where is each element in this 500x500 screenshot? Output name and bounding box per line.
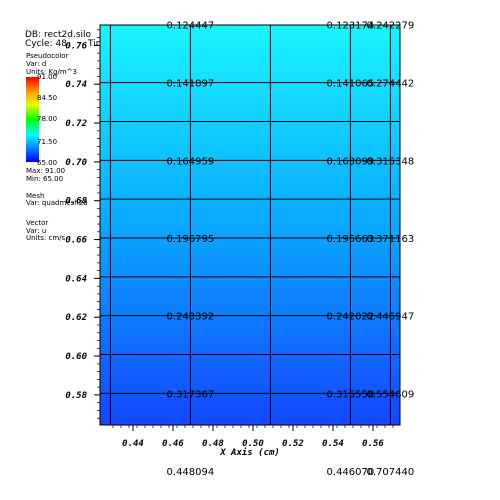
colorbar-tick-label: 84.50	[37, 94, 58, 102]
max-label: Max: 91.00	[26, 167, 66, 175]
x-tick-label: 0.52	[282, 439, 304, 449]
x-tick-label: 0.56	[362, 439, 384, 449]
y-tick-label: 0.74	[65, 80, 87, 90]
data-label: 0.124447	[167, 20, 215, 31]
data-label: 0.707440	[367, 467, 415, 478]
data-label: 0.141897	[167, 79, 215, 90]
data-label: 0.554609	[367, 389, 415, 400]
data-label: 0.446070	[327, 467, 375, 478]
vector-var: Var: u	[26, 227, 47, 235]
data-label: 0.371163	[367, 234, 415, 245]
data-label: 0.242279	[367, 20, 415, 31]
data-label: 0.448094	[167, 467, 215, 478]
pseudocolor-var: Var: d	[26, 60, 47, 68]
data-label: 0.274442	[367, 79, 415, 90]
data-label: 0.243392	[167, 312, 215, 323]
min-label: Min: 65.00	[26, 175, 64, 183]
y-tick-label: 0.62	[65, 313, 87, 323]
data-label: 0.196795	[167, 234, 215, 245]
data-label: 0.446947	[367, 312, 415, 323]
colorbar-tick-label: 78.00	[37, 115, 58, 123]
colorbar-tick-label: 71.50	[37, 138, 58, 146]
mesh-title: Mesh	[26, 192, 45, 200]
data-label: 0.317367	[167, 389, 215, 400]
x-tick-label: 0.44	[122, 439, 144, 449]
vector-title: Vector	[26, 219, 49, 227]
plot-border	[99, 24, 401, 426]
pseudocolor-title: Pseudocolor	[26, 52, 69, 60]
y-tick-label: 0.76	[65, 41, 87, 51]
y-tick-label: 0.68	[65, 197, 87, 207]
colorbar-tick-label: 65.00	[37, 159, 58, 167]
x-axis-title: X Axis (cm)	[219, 447, 280, 458]
y-tick-label: 0.64	[65, 274, 87, 284]
pseudocolor-units: Units: Kg/m^3	[26, 68, 78, 76]
y-tick-label: 0.58	[65, 391, 87, 401]
db-label: DB: rect2d.silo	[25, 30, 92, 40]
data-label: 0.195663	[327, 234, 375, 245]
y-tick-label: 0.72	[65, 119, 87, 129]
data-label: 0.315558	[327, 389, 375, 400]
data-label: 0.123174	[327, 20, 375, 31]
cycle-label: Cycle: 48	[25, 39, 67, 49]
x-tick-label: 0.46	[162, 439, 184, 449]
x-tick-label: 0.48	[202, 439, 224, 449]
data-label: 0.163099	[327, 156, 375, 167]
data-label: 0.141065	[327, 79, 375, 90]
x-tick-label: 0.50	[242, 439, 264, 449]
y-tick-label: 0.70	[65, 158, 87, 168]
data-label: 0.242022	[327, 312, 375, 323]
data-label: 0.315348	[367, 156, 415, 167]
y-tick-label: 0.66	[65, 236, 87, 246]
colorbar-tick-label: 91.00	[37, 73, 58, 81]
y-tick-label: 0.60	[65, 352, 87, 362]
color-scale-bar	[26, 77, 39, 162]
data-label: 0.164959	[167, 156, 215, 167]
vector-units: Units: cm/s	[26, 234, 66, 242]
mesh-var: Var: quadmesh2d	[26, 199, 88, 207]
x-tick-label: 0.54	[322, 439, 344, 449]
